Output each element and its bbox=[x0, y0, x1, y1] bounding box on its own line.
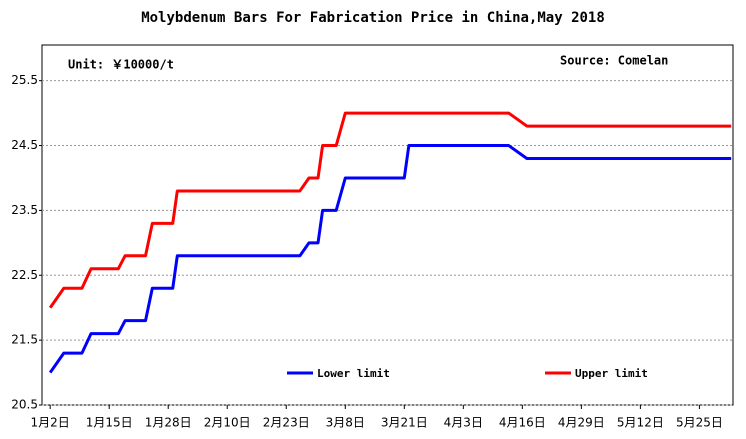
legend-label: Upper limit bbox=[575, 367, 648, 380]
x-tick-label: 1月2日 bbox=[31, 416, 70, 430]
legend-label: Lower limit bbox=[317, 367, 390, 380]
x-tick-label: 4月29日 bbox=[558, 416, 605, 430]
x-tick-label: 1月28日 bbox=[145, 416, 192, 430]
line-series bbox=[48, 111, 732, 309]
x-tick-label: 2月10日 bbox=[204, 416, 251, 430]
y-tick-label: 21.5 bbox=[11, 333, 38, 347]
x-tick-label: 3月8日 bbox=[326, 416, 365, 430]
x-tick-label: 2月23日 bbox=[263, 416, 310, 430]
x-tick-label: 5月12日 bbox=[617, 416, 664, 430]
chart-title: Molybdenum Bars For Fabrication Price in… bbox=[141, 10, 605, 26]
x-tick-label: 4月3日 bbox=[444, 416, 483, 430]
unit-note: Unit: ￥10000/t bbox=[68, 58, 174, 72]
y-tick-label: 25.5 bbox=[11, 73, 38, 87]
source-note: Source: Comelan bbox=[560, 54, 668, 68]
x-tick-label: 1月15日 bbox=[86, 416, 133, 430]
y-tick-label: 24.5 bbox=[11, 138, 38, 152]
y-tick-label: 20.5 bbox=[11, 398, 38, 412]
line-series bbox=[48, 144, 732, 374]
x-tick-label: 4月16日 bbox=[499, 416, 546, 430]
y-tick-label: 23.5 bbox=[11, 203, 38, 217]
x-tick-label: 3月21日 bbox=[381, 416, 428, 430]
x-tick-label: 5月25日 bbox=[676, 416, 723, 430]
y-tick-label: 22.5 bbox=[11, 268, 38, 282]
